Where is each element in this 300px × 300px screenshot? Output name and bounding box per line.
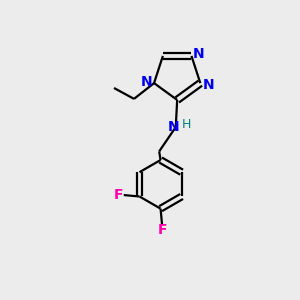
Text: H: H <box>182 118 191 131</box>
Text: N: N <box>193 46 204 61</box>
Text: N: N <box>168 120 179 134</box>
Text: N: N <box>141 75 153 89</box>
Text: N: N <box>202 78 214 92</box>
Text: F: F <box>157 223 167 237</box>
Text: F: F <box>113 188 123 202</box>
